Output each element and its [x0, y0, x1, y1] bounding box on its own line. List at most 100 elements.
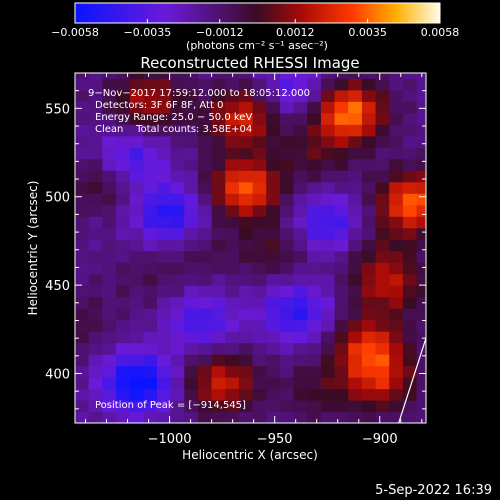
- heatmap-cell: [225, 273, 240, 286]
- heatmap-cell: [348, 227, 363, 240]
- heatmap-cell: [102, 250, 117, 263]
- heatmap-cell: [389, 170, 404, 183]
- colorbar-frame: [74, 2, 441, 24]
- heatmap-cell: [293, 308, 308, 321]
- heatmap-cell: [279, 262, 295, 275]
- heatmap-cell: [170, 400, 185, 413]
- heatmap-cell: [156, 239, 172, 252]
- heatmap-cell: [238, 388, 254, 401]
- heatmap-cell: [225, 365, 240, 378]
- heatmap-cell: [416, 354, 426, 367]
- heatmap-cell: [293, 319, 308, 332]
- heatmap-cell: [102, 101, 117, 114]
- heatmap-cell: [402, 400, 418, 413]
- heatmap-cell: [279, 135, 295, 148]
- heatmap-cell: [375, 227, 390, 240]
- heatmap-cell: [197, 319, 213, 332]
- heatmap-cell: [88, 193, 103, 206]
- heatmap-cell: [416, 239, 426, 252]
- heatmap-cell: [102, 388, 117, 401]
- heatmap-cell: [361, 377, 377, 390]
- heatmap-cell: [102, 216, 117, 229]
- heatmap-cell: [389, 250, 404, 263]
- heatmap-cell: [102, 124, 117, 137]
- heatmap-cell: [320, 147, 336, 160]
- heatmap-cell: [238, 124, 254, 137]
- heatmap-cell: [88, 411, 103, 423]
- heatmap-cell: [375, 181, 390, 194]
- heatmap-cell: [88, 135, 103, 148]
- heatmap-cell: [170, 342, 185, 355]
- heatmap-cell: [293, 388, 308, 401]
- heatmap-cell: [307, 354, 322, 367]
- heatmap-cell: [184, 204, 199, 217]
- heatmap-cell: [320, 331, 336, 344]
- heatmap-cell: [184, 158, 199, 171]
- x-tick-label: −950: [257, 432, 293, 447]
- heatmap-cell: [238, 239, 254, 252]
- heatmap-cell: [225, 216, 240, 229]
- heatmap-cell: [334, 296, 349, 309]
- heatmap-cell: [320, 296, 336, 309]
- heatmap-cell: [129, 262, 144, 275]
- heatmap-cell: [348, 411, 363, 423]
- heatmap-cell: [307, 193, 322, 206]
- heatmap-cell: [115, 78, 131, 91]
- heatmap-cell: [293, 377, 308, 390]
- heatmap-cell: [402, 112, 418, 125]
- heatmap-cell: [225, 354, 240, 367]
- heatmap-cell: [129, 285, 144, 298]
- heatmap-cell: [170, 73, 185, 79]
- heatmap-cell: [156, 112, 172, 125]
- heatmap-cell: [320, 273, 336, 286]
- heatmap-cell: [389, 285, 404, 298]
- heatmap-cell: [266, 216, 281, 229]
- heatmap-cell: [184, 112, 199, 125]
- heatmap-cell: [115, 365, 131, 378]
- heatmap-cell: [115, 181, 131, 194]
- heatmap-cell: [416, 411, 426, 423]
- heatmap-cell: [361, 147, 377, 160]
- heatmap-cell: [75, 78, 90, 91]
- heatmap-cell: [225, 285, 240, 298]
- heatmap-cell: [197, 170, 213, 183]
- heatmap-cell: [143, 158, 158, 171]
- heatmap-cell: [307, 400, 322, 413]
- heatmap-cell: [293, 193, 308, 206]
- heatmap-cell: [156, 273, 172, 286]
- heatmap-cell: [252, 365, 267, 378]
- heatmap-cell: [334, 193, 349, 206]
- heatmap-cell: [375, 319, 390, 332]
- heatmap-cell: [307, 308, 322, 321]
- heatmap-cell: [252, 101, 267, 114]
- heatmap-cell: [361, 250, 377, 263]
- heatmap-cell: [184, 227, 199, 240]
- heatmap-cell: [225, 377, 240, 390]
- heatmap-cell: [75, 296, 90, 309]
- heatmap-cell: [88, 89, 103, 102]
- heatmap-cell: [375, 101, 390, 114]
- heatmap-cell: [225, 319, 240, 332]
- heatmap-cell: [211, 250, 226, 263]
- y-axis-label: Heliocentric Y (arcsec): [26, 181, 40, 316]
- heatmap-cell: [129, 273, 144, 286]
- heatmap-cell: [238, 193, 254, 206]
- heatmap-cell: [320, 89, 336, 102]
- heatmap-cell: [334, 124, 349, 137]
- heatmap-cell: [266, 204, 281, 217]
- heatmap-cell: [279, 101, 295, 114]
- heatmap-cell: [102, 411, 117, 423]
- heatmap-cell: [197, 354, 213, 367]
- heatmap-cell: [252, 181, 267, 194]
- heatmap-cell: [129, 193, 144, 206]
- heatmap-cell: [375, 354, 390, 367]
- heatmap-cell: [184, 89, 199, 102]
- heatmap-cell: [293, 181, 308, 194]
- heatmap-cell: [75, 101, 90, 114]
- heatmap-cell: [75, 135, 90, 148]
- heatmap-cell: [211, 411, 226, 423]
- heatmap-cell: [266, 331, 281, 344]
- heatmap-cell: [361, 181, 377, 194]
- heatmap-cell: [389, 400, 404, 413]
- heatmap-cell: [334, 89, 349, 102]
